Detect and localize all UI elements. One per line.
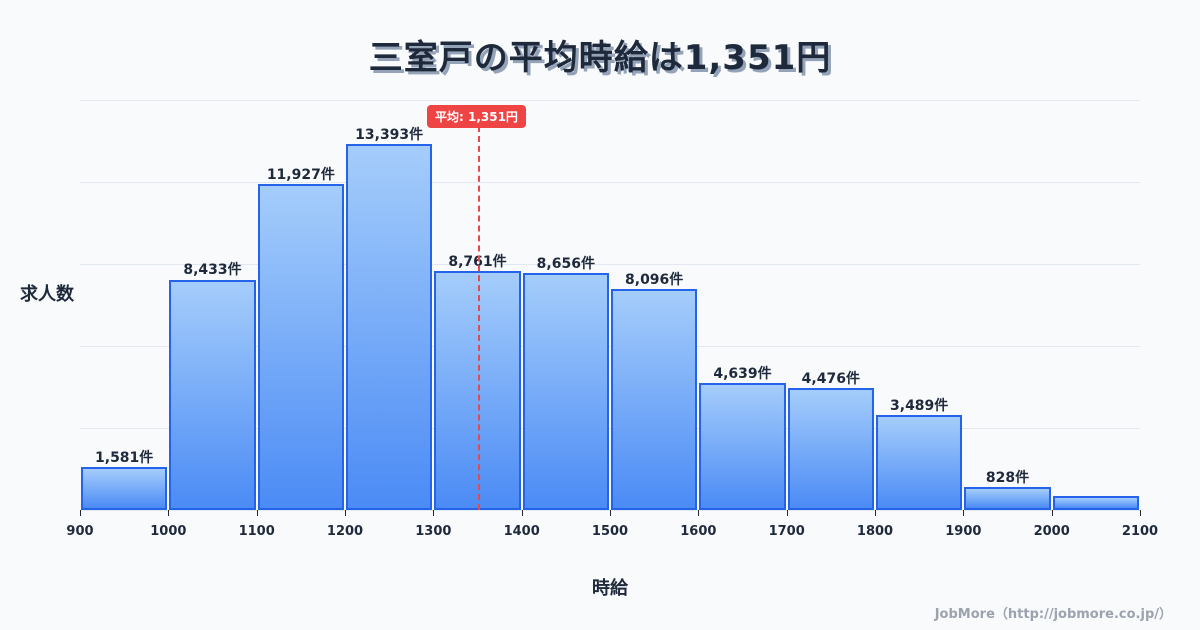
x-tick <box>963 510 965 516</box>
histogram-bar <box>611 288 698 510</box>
mean-badge: 平均: 1,351円 <box>427 105 526 128</box>
bar-value-label: 4,639件 <box>713 366 772 383</box>
bar-value-label: 3,489件 <box>890 397 949 414</box>
x-tick <box>698 510 700 516</box>
histogram-bar <box>169 279 256 510</box>
x-tick-label: 1900 <box>945 524 982 539</box>
histogram-bar <box>81 466 168 510</box>
gridline <box>80 428 1140 429</box>
x-tick <box>521 510 523 516</box>
x-tick <box>345 510 346 516</box>
x-tick-label: 1000 <box>150 524 187 539</box>
x-tick <box>1140 510 1141 516</box>
bar-value-label: 1,581件 <box>95 449 154 466</box>
x-tick-label: 1200 <box>326 524 364 539</box>
x-tick <box>168 510 170 516</box>
gridline <box>80 346 1140 347</box>
x-tick <box>256 510 258 516</box>
mean-line <box>478 126 480 510</box>
gridline <box>80 182 1140 183</box>
histogram-bar <box>787 387 874 510</box>
y-axis-label: 求人数 <box>20 284 74 305</box>
x-tick-label: 1400 <box>503 524 540 539</box>
histogram-bar <box>876 414 963 510</box>
x-tick <box>786 510 788 516</box>
bar-value-label: 8,656件 <box>536 256 595 273</box>
bar-value-label: 828件 <box>985 470 1030 487</box>
x-tick <box>1051 510 1053 516</box>
bar-value-label: 8,433件 <box>183 262 242 279</box>
bar-value-label: 13,393件 <box>355 126 424 143</box>
bar-value-label: 11,927件 <box>266 166 335 183</box>
chart-title: 三室戸の平均時給は1,351円 <box>368 38 832 78</box>
x-tick <box>610 510 611 516</box>
histogram-bar <box>257 184 344 510</box>
histogram-bar <box>434 270 521 510</box>
x-axis-label: 時給 <box>592 578 628 599</box>
plot-area: 1,581件 8,433件 11,927件 13,393件 8,761件 8,656件 8,… <box>80 100 1140 511</box>
bar-value-label: 8,096件 <box>625 271 684 288</box>
x-tick-label: 1100 <box>238 524 275 539</box>
histogram-bar <box>522 273 609 510</box>
x-tick-label: 1800 <box>856 524 894 539</box>
x-tick-label: 2000 <box>1033 524 1070 539</box>
histogram-bar <box>964 487 1051 510</box>
gridline <box>80 264 1140 265</box>
x-tick <box>80 510 81 516</box>
bar-value-label: 4,476件 <box>801 370 860 387</box>
histogram-bar <box>699 383 786 510</box>
x-tick-label: 1500 <box>591 524 629 539</box>
x-tick-label: 1600 <box>680 524 717 539</box>
x-tick-label: 1700 <box>768 524 805 539</box>
x-tick-label: 2100 <box>1121 524 1159 539</box>
gridline <box>80 100 1140 101</box>
x-tick <box>875 510 876 516</box>
credit-text: JobMore（http://jobmore.co.jp/） <box>934 607 1172 622</box>
x-tick-label: 900 <box>66 524 94 539</box>
x-tick <box>433 510 435 516</box>
bar-value-label: 8,761件 <box>448 253 507 270</box>
x-tick-label: 1300 <box>415 524 452 539</box>
histogram-bar <box>1052 496 1139 510</box>
histogram-bar <box>346 143 433 510</box>
